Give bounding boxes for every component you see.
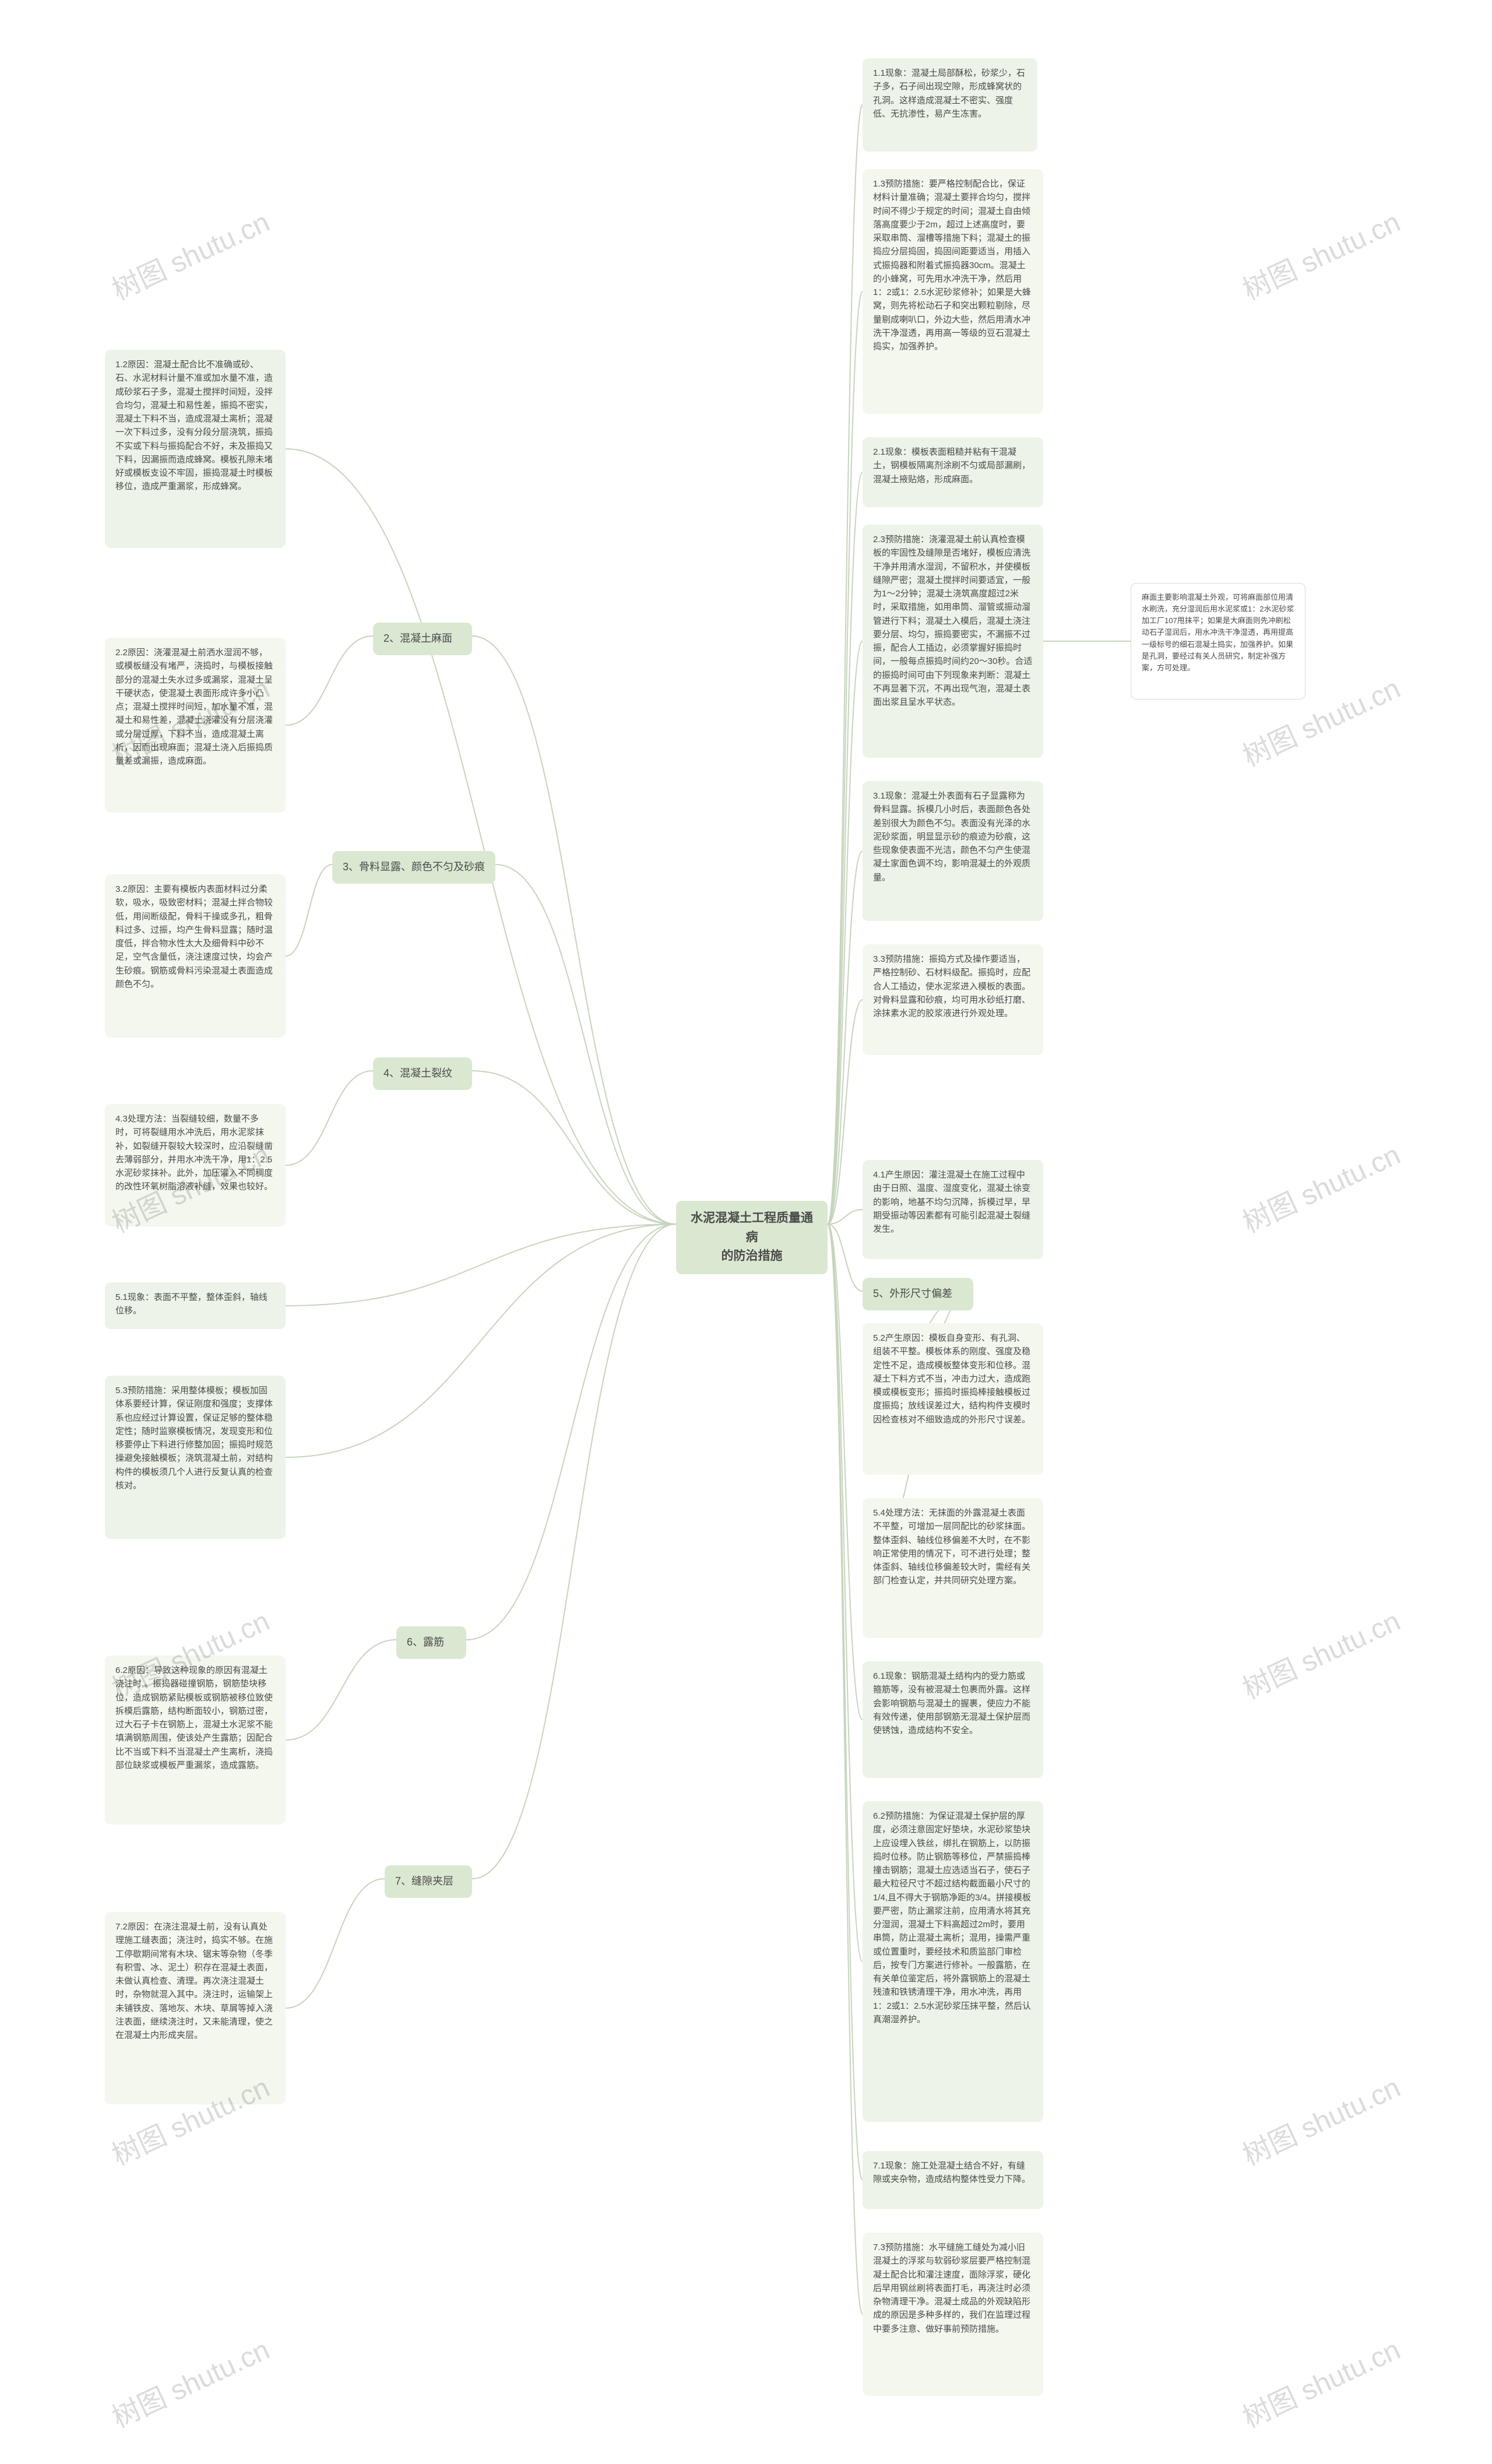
edge-s6-n62p [828, 1224, 863, 1962]
node-n11: 1.1现象：混凝土局部酥松，砂浆少，石子多，石子间出现空隙，形成蜂窝状的孔洞。这… [863, 58, 1037, 152]
node-n61: 6.1现象：钢筋混凝土结构内的受力筋或箍筋等，没有被混凝土包裹而外露。这样会影响… [863, 1661, 1043, 1778]
node-n22: 2.2原因：浇灌混凝土前洒水湿润不够，或模板缝没有堵严，浇捣时，与模板接触部分的… [105, 638, 286, 813]
node-n53: 5.3预防措施：采用整体模板；模板加固体系要经计算，保证刚度和强度；支撑体系也应… [105, 1376, 286, 1539]
edge-s5-n53 [286, 1224, 676, 1457]
node-n12: 1.2原因：混凝土配合比不准确或砂、石、水泥材料计量不准或加水量不准，造成砂浆石… [105, 350, 286, 548]
node-note1: 麻面主要影响混凝土外观，可将麻面部位用清水刷洗，充分湿润后用水泥浆或1：2水泥砂… [1131, 583, 1306, 700]
watermark: 树图 shutu.cn [104, 2327, 275, 2435]
edge-s2-n21 [828, 472, 863, 1224]
node-n41: 4.1产生原因：灌注混凝土在施工过程中由于日照、温度、湿度变化，混凝土徐变的影响… [863, 1160, 1043, 1259]
edge-s2-n22 [286, 636, 373, 725]
edge-s5-n51 [286, 1224, 676, 1306]
edge-s4-n41 [828, 1210, 863, 1224]
node-n72: 7.2原因：在浇注混凝土前，没有认真处理施工缝表面；浇注时，捣实不够。在施工停歇… [105, 1912, 286, 2104]
edge-root-s2 [472, 636, 676, 1224]
node-n73: 7.3预防措施：水平缝施工缝处为减小旧混凝土的浮浆与软弱砂浆层要严格控制混凝土配… [863, 2233, 1043, 2396]
node-n32: 3.2原因：主要有模板内表面材料过分柔软，吸水，吸致密材料；混凝土拌合物较低，用… [105, 874, 286, 1038]
edge-s3-n32 [286, 864, 332, 956]
node-s2: 2、混凝土麻面 [373, 623, 472, 655]
node-n71: 7.1现象：施工处混凝土结合不好，有缝隙或夹杂物，造成结构整体性受力下降。 [863, 2151, 1043, 2209]
node-n33: 3.3预防措施：振捣方式及操作要适当，严格控制砂、石材料级配。振捣时，应配合人工… [863, 944, 1043, 1055]
watermark: 树图 shutu.cn [1235, 1598, 1406, 1707]
watermark: 树图 shutu.cn [1235, 199, 1406, 308]
edge-root-s4 [472, 1071, 676, 1224]
node-n23: 2.3预防措施：浇灌混凝土前认真检查模板的牢固性及缝隙是否堵好，模板应清洗干净并… [863, 525, 1043, 758]
node-n62p: 6.2预防措施：为保证混凝土保护层的厚度，必须注意固定好垫块，水泥砂浆垫块上应设… [863, 1801, 1043, 2122]
node-n21: 2.1现象：模板表面粗糙并粘有干混凝土，钢模板隔离剂涂刷不匀或局部漏刷，混凝土掖… [863, 437, 1043, 507]
edge-s7-n71 [828, 1224, 863, 2180]
edge-s3-n31 [828, 851, 863, 1224]
node-n52: 5.2产生原因：模板自身变形、有孔洞、组装不平整。模板体系的刚度、强度及稳定性不… [863, 1323, 1043, 1475]
node-n31: 3.1现象：混凝土外表面有石子显露称为骨料显露。拆模几小时后，表面颜色各处差别很… [863, 781, 1043, 921]
edge-s6-n62 [286, 1640, 396, 1740]
node-n13: 1.3预防措施：要严格控制配合比，保证材料计量准确；混凝土要拌合均匀，搅拌时间不… [863, 169, 1043, 414]
node-s7: 7、缝隙夹层 [385, 1865, 472, 1898]
node-s3: 3、骨料显露、颜色不匀及砂痕 [332, 851, 495, 884]
node-n62: 6.2原因：导致这种现象的原因有混凝土浇注时,。振捣器碰撞钢筋，钢筋垫块移位，造… [105, 1655, 286, 1825]
node-s4: 4、混凝土裂纹 [373, 1057, 472, 1090]
edge-s6-n61 [828, 1224, 863, 1720]
edge-root-n12 [286, 449, 676, 1224]
node-root: 水泥混凝土工程质量通病 的防治措施 [676, 1201, 828, 1274]
watermark: 树图 shutu.cn [1235, 2065, 1406, 2173]
watermark: 树图 shutu.cn [104, 199, 275, 308]
node-s6: 6、露筋 [396, 1626, 466, 1659]
edge-s3-n33 [828, 1000, 863, 1224]
edge-s7-n73 [828, 1224, 863, 2314]
watermark: 树图 shutu.cn [1235, 2327, 1406, 2435]
edge-root-s3 [495, 864, 676, 1224]
edge-root-s6 [466, 1224, 676, 1640]
watermark: 树图 shutu.cn [1235, 1132, 1406, 1240]
node-n43: 4.3处理方法：当裂缝较细，数量不多时，可将裂缝用水冲洗后，用水泥浆抹补，如裂缝… [105, 1104, 286, 1226]
edge-root-s7 [472, 1224, 676, 1879]
edge-s4-n43 [286, 1071, 373, 1165]
edge-root-n11 [828, 105, 863, 1224]
node-n54: 5.4处理方法：无抹面的外露混凝土表面不平整，可增加一层同配比的砂浆抹面。整体歪… [863, 1498, 1043, 1638]
node-s5: 5、外形尺寸偏差 [863, 1278, 973, 1310]
edge-s2-n23 [828, 641, 863, 1224]
edge-s7-n72 [286, 1879, 385, 2008]
node-n51: 5.1现象：表面不平整，整体歪斜，轴线位移。 [105, 1282, 286, 1329]
edge-root-s5 [828, 1224, 863, 1291]
edge-root-n13 [828, 291, 863, 1224]
